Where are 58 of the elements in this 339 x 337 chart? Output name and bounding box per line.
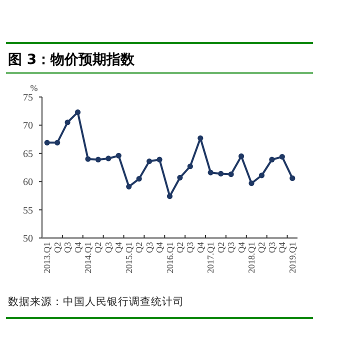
- y-tick-label: 75: [23, 92, 33, 104]
- point: [106, 156, 112, 162]
- point: [54, 140, 60, 146]
- x-tick-label: 2018.Q1: [246, 242, 257, 274]
- x-tick-label: 2019.Q1: [287, 242, 298, 274]
- point: [156, 156, 162, 162]
- point: [258, 172, 265, 178]
- point: [44, 140, 50, 146]
- point: [187, 164, 193, 170]
- x-tick-label: 2013.Q1: [42, 242, 52, 274]
- point: [218, 170, 224, 177]
- x-tick-label: Q4: [277, 242, 288, 253]
- point: [74, 109, 81, 116]
- x-tick-label: Q3: [185, 242, 196, 253]
- x-tick-label: Q4: [236, 242, 246, 253]
- x-tick-label: Q3: [103, 242, 114, 253]
- point: [208, 170, 214, 176]
- point: [238, 153, 244, 160]
- x-tick-label: Q2: [174, 242, 185, 253]
- x-tick-label: Q3: [226, 242, 236, 253]
- point: [85, 156, 91, 162]
- point: [64, 120, 70, 126]
- x-tick-label: Q3: [62, 242, 73, 253]
- point: [95, 156, 102, 162]
- point: [228, 171, 234, 178]
- y-tick-label: 50: [23, 234, 33, 244]
- point: [269, 156, 275, 162]
- x-tick-label: Q4: [114, 242, 124, 253]
- point: [248, 180, 254, 186]
- x-tick-label: Q3: [144, 242, 154, 253]
- x-tick-label: 2014.Q1: [82, 242, 93, 274]
- x-tick-label: Q4: [195, 242, 206, 253]
- source-note: 数据来源：中国人民银行调查统计司: [8, 295, 184, 308]
- point: [177, 174, 183, 180]
- x-tick-label: Q2: [93, 242, 104, 253]
- point: [116, 152, 122, 158]
- x-tick-label: Q4: [154, 242, 165, 253]
- point: [279, 154, 285, 160]
- chart-title: 图 3：物价预期指数: [8, 52, 136, 68]
- y-tick-label: 60: [23, 177, 33, 188]
- y-tick-label: 70: [23, 120, 33, 132]
- point: [136, 176, 142, 182]
- x-tick-label: Q4: [72, 242, 83, 253]
- x-tick-label: 2017.Q1: [206, 242, 216, 274]
- x-tick-label: Q2: [52, 242, 62, 253]
- point: [290, 175, 296, 182]
- x-tick-label: Q3: [266, 242, 277, 253]
- x-tick-label: 2015.Q1: [124, 242, 134, 274]
- point: [198, 135, 204, 141]
- y-tick-label: 65: [23, 148, 33, 160]
- x-tick-label: Q2: [134, 242, 144, 253]
- x-tick-label: 2016.Q1: [164, 242, 175, 274]
- y-tick-label: 55: [23, 205, 33, 216]
- x-tick-label: Q2: [216, 242, 226, 253]
- point: [146, 158, 152, 164]
- y-axis-title: %: [30, 83, 38, 93]
- point: [126, 184, 132, 190]
- x-tick-label: Q2: [256, 242, 267, 253]
